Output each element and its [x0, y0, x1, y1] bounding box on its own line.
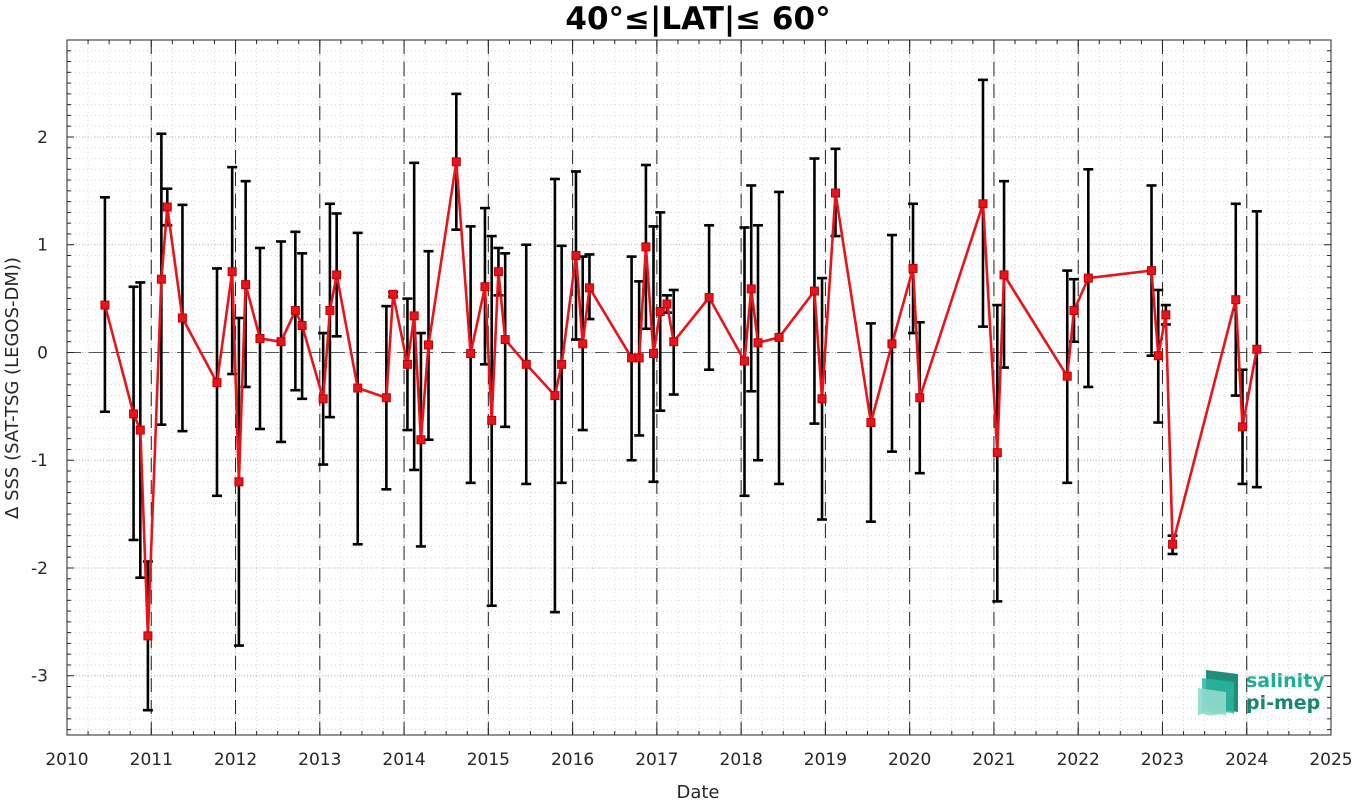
data-point-marker — [775, 333, 783, 341]
data-point-marker — [425, 341, 433, 349]
x-tick-label: 2021 — [972, 750, 1015, 770]
data-point-marker — [163, 203, 171, 211]
data-point-marker — [670, 338, 678, 346]
x-tick-label: 2020 — [888, 750, 931, 770]
data-point-marker — [635, 354, 643, 362]
data-point-marker — [979, 200, 987, 208]
data-point-marker — [747, 285, 755, 293]
data-point-marker — [130, 410, 138, 418]
y-tick-label: 0 — [37, 343, 48, 363]
data-point-marker — [522, 360, 530, 368]
data-point-marker — [277, 338, 285, 346]
data-point-marker — [382, 394, 390, 402]
x-tick-label: 2023 — [1141, 750, 1184, 770]
x-tick-label: 2014 — [382, 750, 425, 770]
x-tick-label: 2015 — [467, 750, 510, 770]
data-point-marker — [157, 275, 165, 283]
data-point-marker — [663, 300, 671, 308]
data-point-marker — [319, 395, 327, 403]
x-tick-label: 2016 — [551, 750, 594, 770]
data-point-marker — [242, 281, 250, 289]
data-point-marker — [916, 394, 924, 402]
data-point-marker — [1063, 372, 1071, 380]
data-point-marker — [1239, 423, 1247, 431]
data-point-marker — [810, 287, 818, 295]
data-point-marker — [867, 419, 875, 427]
data-point-marker — [585, 284, 593, 292]
data-point-marker — [628, 354, 636, 362]
data-point-marker — [488, 416, 496, 424]
data-point-marker — [101, 301, 109, 309]
x-axis-label: Date — [676, 782, 719, 801]
data-point-marker — [1070, 306, 1078, 314]
data-point-marker — [298, 322, 306, 330]
y-tick-label: 2 — [37, 128, 48, 148]
y-tick-label: -3 — [31, 667, 48, 687]
chart-svg: 40°≤|LAT|≤ 60° 2010 2011 2012 2013 2014 2015 2… — [0, 0, 1355, 801]
data-point-marker — [235, 478, 243, 486]
y-axis-label: Δ SSS (SAT-TSG (LEGOS-DM)) — [2, 257, 23, 519]
x-tick-label: 2024 — [1225, 750, 1268, 770]
x-tick-label: 2019 — [804, 750, 847, 770]
data-point-marker — [326, 306, 334, 314]
logo-text-pi-mep: pi-mep — [1246, 692, 1320, 714]
data-point-marker — [333, 271, 341, 279]
data-point-marker — [452, 158, 460, 166]
data-point-marker — [558, 360, 566, 368]
data-point-marker — [291, 306, 299, 314]
data-point-marker — [818, 395, 826, 403]
x-tick-label: 2010 — [45, 750, 88, 770]
data-point-marker — [1084, 274, 1092, 282]
y-tick-label: 1 — [37, 236, 48, 256]
data-point-marker — [410, 312, 418, 320]
data-point-marker — [389, 290, 397, 298]
data-point-marker — [1162, 311, 1170, 319]
chart-title: 40°≤|LAT|≤ 60° — [565, 1, 830, 37]
data-point-marker — [741, 357, 749, 365]
data-point-marker — [403, 360, 411, 368]
data-point-marker — [754, 339, 762, 347]
data-point-marker — [417, 436, 425, 444]
data-point-marker — [909, 264, 917, 272]
data-point-marker — [642, 243, 650, 251]
data-point-marker — [649, 350, 657, 358]
data-point-marker — [551, 392, 559, 400]
data-point-marker — [656, 308, 664, 316]
data-point-marker — [354, 384, 362, 392]
x-tick-label: 2012 — [214, 750, 257, 770]
data-point-marker — [256, 334, 264, 342]
data-point-marker — [1148, 267, 1156, 275]
data-point-marker — [136, 426, 144, 434]
data-point-marker — [832, 189, 840, 197]
salinity-pi-mep-logo: salinity pi-mep — [1198, 670, 1325, 716]
logo-text-salinity: salinity — [1246, 670, 1325, 692]
data-point-marker — [1232, 296, 1240, 304]
x-tick-label: 2018 — [720, 750, 763, 770]
data-point-marker — [579, 340, 587, 348]
data-point-marker — [144, 632, 152, 640]
data-point-marker — [572, 252, 580, 260]
data-point-marker — [705, 294, 713, 302]
data-point-marker — [178, 314, 186, 322]
data-point-marker — [481, 283, 489, 291]
data-point-marker — [1000, 271, 1008, 279]
data-point-marker — [993, 449, 1001, 457]
x-tick-label: 2013 — [298, 750, 341, 770]
data-point-marker — [467, 350, 475, 358]
x-tick-label: 2022 — [1057, 750, 1100, 770]
data-point-marker — [1169, 540, 1177, 548]
data-point-marker — [213, 379, 221, 387]
data-point-marker — [1154, 352, 1162, 360]
y-tick-label: -2 — [31, 559, 48, 579]
data-point-marker — [494, 268, 502, 276]
x-tick-label: 2017 — [635, 750, 678, 770]
y-tick-label: -1 — [31, 451, 48, 471]
data-point-marker — [1253, 345, 1261, 353]
data-point-marker — [501, 336, 509, 344]
x-tick-label: 2011 — [130, 750, 173, 770]
data-point-marker — [888, 340, 896, 348]
data-point-marker — [228, 268, 236, 276]
x-tick-label: 2025 — [1309, 750, 1352, 770]
